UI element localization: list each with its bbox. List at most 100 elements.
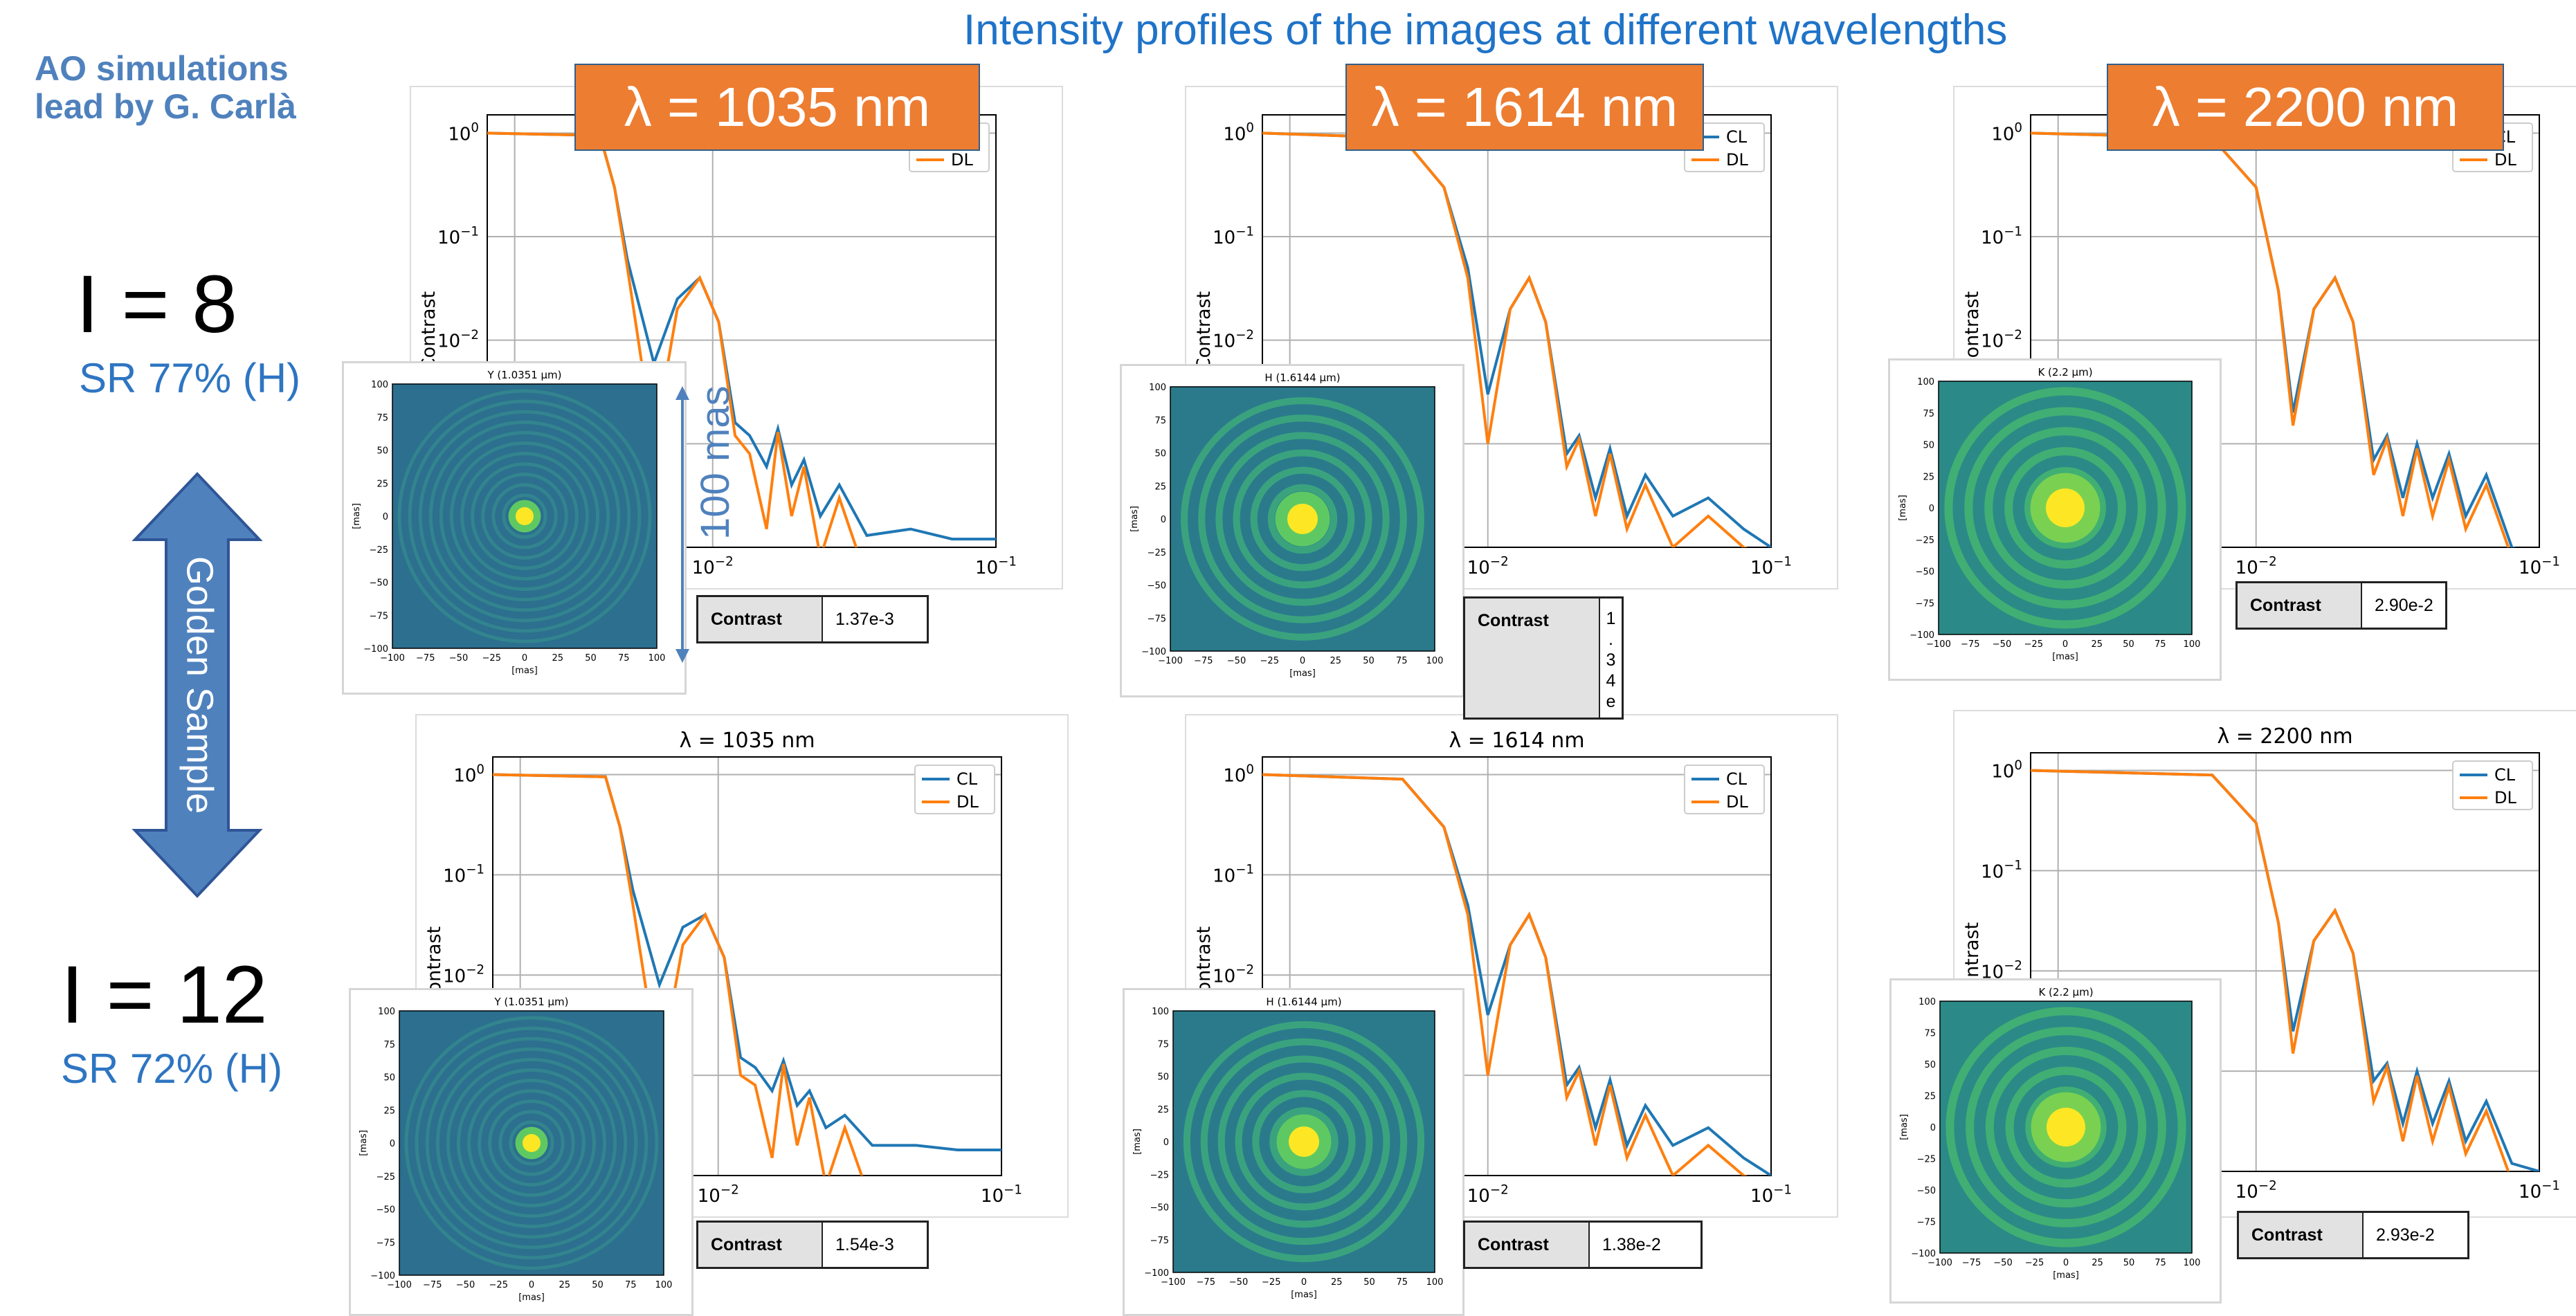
psf-y-tick: −75 [370, 611, 388, 621]
psf-image-panel: Y (1.0351 μm) 100 75 50 25 0 −25 −50 −75 −100 −100… [342, 361, 687, 695]
psf-x-tick: −75 [1197, 1277, 1215, 1288]
legend-label: CL [956, 769, 978, 789]
psf-ring [1267, 484, 1338, 554]
psf-x-tick: 25 [559, 1280, 570, 1290]
contrast-label: Contrast [2239, 1213, 2364, 1257]
psf-ring [460, 452, 589, 581]
chart-title: λ = 1035 nm [679, 729, 815, 753]
psf-x-tick: 0 [522, 653, 527, 664]
psf-x-tick: −100 [1161, 1277, 1186, 1288]
credit-line-2: lead by G. Carlà [35, 87, 296, 126]
contrast-value: 2.90e-2 [2375, 595, 2433, 615]
contrast-value-char: 3 [1606, 650, 1616, 670]
series-line-dl [493, 773, 864, 1176]
strehl-label-row1: SR 77% (H) [79, 355, 301, 401]
psf-ring [2005, 1066, 2127, 1188]
x-axis-label: Radial distance ["] [734, 586, 905, 588]
psf-ring [467, 1079, 596, 1207]
psf-x-tick: −100 [387, 1280, 412, 1290]
psf-y-label: [mas] [1899, 1114, 1910, 1140]
contrast-table: Contrast 1.37e-3 [696, 595, 929, 643]
psf-y-label: [mas] [1898, 495, 1908, 521]
y-tick-label: 10−1 [1981, 859, 2022, 883]
psf-y-tick: 75 [1157, 1039, 1169, 1050]
psf-x-tick: −75 [1961, 639, 1979, 650]
psf-x-tick: −75 [1194, 656, 1213, 666]
psf-core [516, 507, 534, 525]
psf-y-tick: 25 [1923, 472, 1934, 482]
psf-core [2047, 1108, 2085, 1146]
psf-y-tick: 100 [1917, 377, 1934, 387]
psf-ring [425, 1036, 638, 1250]
psf-frame [1938, 381, 2193, 635]
psf-y-tick: 100 [1149, 383, 1166, 393]
psf-ring [502, 493, 547, 539]
psf-core [1287, 504, 1318, 534]
plot-frame [492, 756, 1002, 1176]
psf-ring [1250, 466, 1355, 572]
psf-y-tick: 100 [378, 1007, 395, 1017]
y-tick-label: 100 [1991, 758, 2022, 783]
psf-y-tick: 100 [1919, 997, 1936, 1007]
wavelength-banner-1035: λ = 1035 nm [574, 64, 980, 151]
psf-title: K (2.2 μm) [2038, 986, 2093, 998]
psf-x-tick: 50 [585, 653, 597, 664]
psf-x-label: [mas] [511, 666, 538, 676]
y-tick-label: 10−1 [1981, 224, 2022, 248]
legend-label: DL [2494, 150, 2516, 170]
psf-image [1940, 1001, 2192, 1253]
psf-x-tick: 50 [1363, 656, 1375, 666]
psf-ring [397, 389, 652, 643]
psf-image [1173, 1011, 1435, 1272]
psf-y-tick: −25 [370, 545, 388, 556]
psf-y-tick: −75 [1150, 1236, 1169, 1246]
contrast-value-char: 4 [1606, 671, 1616, 691]
psf-y-tick: −100 [1911, 1249, 1936, 1259]
psf-x-tick: 75 [2155, 1258, 2166, 1268]
wavelength-banner-2200: λ = 2200 nm [2107, 64, 2504, 151]
contrast-table: Contrast 1.38e-2 [1463, 1221, 1703, 1269]
psf-core [523, 1134, 541, 1152]
x-tick-label: 10−1 [1750, 1182, 1792, 1207]
psf-ring [1269, 1107, 1339, 1176]
psf-x-tick: 0 [1301, 1277, 1307, 1288]
chart-title: λ = 2200 nm [2217, 724, 2352, 749]
psf-x-tick: 25 [1331, 1277, 1343, 1288]
psf-ring [1183, 1021, 1425, 1263]
psf-image-panel: K (2.2 μm) 100 75 50 25 0 −25 −50 −75 −100 −100 −75… [1889, 978, 2222, 1304]
psf-y-tick: −50 [1148, 581, 1166, 592]
psf-y-tick: 75 [377, 413, 388, 423]
contrast-label: Contrast [1465, 598, 1600, 718]
psf-ring [1966, 1027, 2166, 1227]
psf-y-tick: 50 [1924, 1060, 1936, 1070]
psf-y-tick: 50 [377, 446, 388, 457]
psf-x-label: [mas] [2053, 1270, 2079, 1281]
psf-x-label: [mas] [1289, 668, 1316, 679]
psf-x-tick: 0 [2062, 639, 2068, 650]
plot-frame [1262, 756, 1772, 1176]
psf-x-tick: 50 [1363, 1277, 1375, 1288]
psf-ring [418, 410, 631, 623]
psf-y-label: [mas] [1132, 1128, 1143, 1155]
psf-x-label: [mas] [2052, 652, 2078, 662]
x-tick-label: 10−2 [1467, 1182, 1509, 1207]
psf-frame [1172, 1010, 1435, 1273]
psf-x-tick: −25 [1262, 1277, 1280, 1288]
psf-x-tick: 25 [552, 653, 563, 664]
psf-x-tick: −100 [1158, 656, 1183, 666]
psf-ring [1984, 427, 2146, 589]
y-tick-label: 10−1 [437, 224, 479, 248]
psf-y-tick: −50 [370, 578, 388, 589]
psf-ring [1200, 1038, 1408, 1245]
x-tick-label: 10−1 [975, 554, 1017, 578]
y-tick-label: 100 [1223, 121, 1254, 145]
psf-ring [1181, 397, 1424, 641]
y-tick-label: 10−1 [443, 863, 484, 887]
golden-sample-arrow: Golden Sample [131, 472, 263, 898]
psf-ring [2004, 447, 2126, 569]
psf-y-tick: −100 [363, 644, 388, 655]
legend-label: DL [1726, 792, 1748, 812]
contrast-value: 1.37e-3 [835, 609, 894, 629]
psf-y-tick: −25 [1148, 548, 1166, 558]
psf-y-tick: −25 [1916, 536, 1934, 546]
